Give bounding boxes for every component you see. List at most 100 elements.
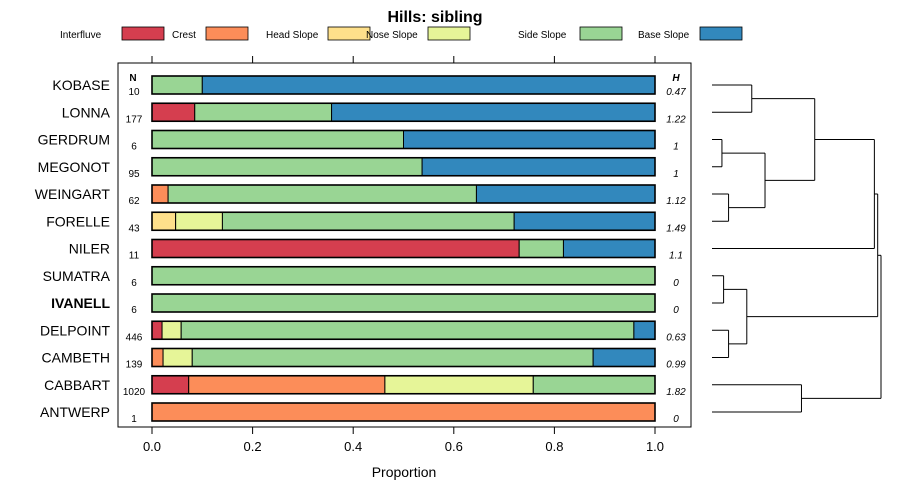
bar-segment-forelle-side-slope xyxy=(221,211,515,231)
bar-outline-ivanell xyxy=(151,293,656,313)
h-value-niler: 1.1 xyxy=(669,251,683,262)
h-value-delpoint: 0.63 xyxy=(666,332,686,343)
n-value-niler: 11 xyxy=(129,251,140,262)
category-label-weingart: WEINGART xyxy=(35,186,111,202)
chart-title: Hills: sibling xyxy=(387,9,482,26)
bar-segment-megonot-base-slope xyxy=(421,157,656,177)
x-tick-label: 1.0 xyxy=(646,439,664,454)
bar-segment-niler-base-slope xyxy=(562,239,656,258)
category-label-gerdrum: GERDRUM xyxy=(38,132,110,148)
plot-frame xyxy=(117,62,692,428)
n-value-gerdrum: 6 xyxy=(131,142,137,153)
category-label-cabbart: CABBART xyxy=(44,377,110,393)
bar-segment-cabbart-interfluve xyxy=(151,375,190,395)
bar-segment-cabbart-nose-slope xyxy=(384,375,534,395)
h-value-ivanell: 0 xyxy=(673,305,679,316)
category-label-ivanell: IVANELL xyxy=(51,295,110,311)
h-value-megonot: 1 xyxy=(673,169,679,180)
x-tick-label: 0.8 xyxy=(545,439,563,454)
legend-label-base-slope: Base Slope xyxy=(638,30,690,41)
bar-outline-weingart xyxy=(151,184,656,204)
n-value-megonot: 95 xyxy=(128,169,140,180)
bar-segment-ivanell-side-slope xyxy=(151,293,656,313)
bar-segment-kobase-side-slope xyxy=(151,75,203,95)
x-tick-label: 0.4 xyxy=(344,439,362,454)
h-value-antwerp: 0 xyxy=(673,414,679,425)
n-value-kobase: 10 xyxy=(128,87,140,98)
bar-outline-megonot xyxy=(151,156,656,177)
n-value-sumatra: 6 xyxy=(131,278,137,289)
bar-segment-delpoint-nose-slope xyxy=(161,320,182,340)
bar-segment-delpoint-base-slope xyxy=(633,320,656,340)
category-label-antwerp: ANTWERP xyxy=(40,404,110,420)
bar-segment-forelle-nose-slope xyxy=(175,211,223,231)
bar-segment-lonna-side-slope xyxy=(194,102,333,122)
x-axis-label: Proportion xyxy=(372,464,437,480)
legend-swatch-crest xyxy=(205,26,249,41)
legend-label-interfluve: Interfluve xyxy=(60,30,102,41)
h-value-weingart: 1.12 xyxy=(666,196,686,207)
h-value-sumatra: 0 xyxy=(673,278,679,289)
bar-segment-kobase-base-slope xyxy=(201,75,656,95)
n-value-weingart: 62 xyxy=(128,196,140,207)
bar-segment-cabbart-side-slope xyxy=(532,375,656,395)
category-label-forelle: FORELLE xyxy=(46,213,110,229)
bar-segment-sumatra-side-slope xyxy=(151,266,656,286)
legend-swatch-nose-slope xyxy=(427,26,471,41)
legend-label-crest: Crest xyxy=(172,30,196,41)
category-label-sumatra: SUMATRA xyxy=(43,268,111,284)
bar-segment-niler-interfluve xyxy=(151,239,520,258)
bar-outline-antwerp xyxy=(151,402,656,422)
h-value-forelle: 1.49 xyxy=(666,223,686,234)
bar-outline-niler xyxy=(151,238,656,259)
bar-segment-delpoint-side-slope xyxy=(180,320,635,340)
bar-segment-antwerp-crest xyxy=(151,402,656,422)
legend-swatch-side-slope xyxy=(579,26,623,41)
bar-segment-megonot-side-slope xyxy=(151,157,423,177)
n-value-ivanell: 6 xyxy=(131,305,137,316)
bar-outline-gerdrum xyxy=(151,129,656,150)
h-value-cabbart: 1.82 xyxy=(666,387,686,398)
bar-segment-weingart-side-slope xyxy=(167,184,477,204)
legend-label-side-slope: Side Slope xyxy=(518,30,567,41)
category-label-megonot: MEGONOT xyxy=(38,159,111,175)
x-tick-label: 0.0 xyxy=(143,439,161,454)
x-axis: 0.0 0.2 0.4 0.6 0.8 1.0 xyxy=(143,56,664,454)
category-label-cambeth: CAMBETH xyxy=(42,350,110,366)
bar-outline-kobase xyxy=(151,75,656,95)
bar-segment-lonna-base-slope xyxy=(331,102,656,122)
legend: Interfluve Crest Head Slope Nose Slope Side … xyxy=(60,26,743,41)
x-tick-label: 0.2 xyxy=(244,439,262,454)
bar-segment-delpoint-interfluve xyxy=(151,320,163,340)
h-value-gerdrum: 1 xyxy=(673,142,679,153)
h-column-header: H xyxy=(672,73,680,84)
bar-outline-delpoint xyxy=(151,320,656,341)
h-value-kobase: 0.47 xyxy=(666,87,686,98)
legend-swatch-interfluve xyxy=(121,26,165,41)
bar-segment-cambeth-crest xyxy=(151,348,164,367)
n-value-lonna: 177 xyxy=(126,114,143,125)
category-label-niler: NILER xyxy=(69,241,110,257)
x-tick-label: 0.6 xyxy=(445,439,463,454)
bar-segment-gerdrum-side-slope xyxy=(151,130,404,149)
bar-segment-cabbart-crest xyxy=(188,375,386,395)
legend-label-head-slope: Head Slope xyxy=(266,30,319,41)
bar-segment-cambeth-nose-slope xyxy=(162,348,193,367)
legend-label-nose-slope: Nose Slope xyxy=(366,30,418,41)
category-label-kobase: KOBASE xyxy=(52,77,110,93)
bar-segment-niler-side-slope xyxy=(518,239,564,258)
dendrogram xyxy=(712,84,882,413)
bar-segment-forelle-head-slope xyxy=(151,211,177,231)
bar-segment-lonna-interfluve xyxy=(151,102,196,122)
bar-outline-cambeth xyxy=(151,347,656,368)
n-value-cabbart: 1020 xyxy=(123,387,146,398)
bar-segment-gerdrum-base-slope xyxy=(403,130,656,149)
legend-swatch-base-slope xyxy=(699,26,743,41)
n-value-delpoint: 446 xyxy=(126,332,143,343)
h-value-cambeth: 0.99 xyxy=(666,360,686,371)
bar-outline-forelle xyxy=(151,211,656,232)
bar-segment-cambeth-base-slope xyxy=(592,348,656,367)
n-column-header: N xyxy=(129,73,136,84)
bar-segment-forelle-base-slope xyxy=(513,211,656,231)
